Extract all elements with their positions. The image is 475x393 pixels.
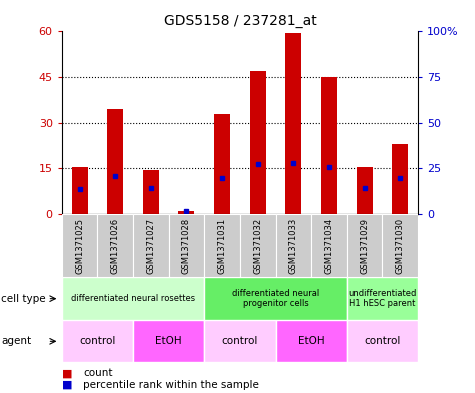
Bar bbox=[143, 170, 159, 214]
Text: GSM1371033: GSM1371033 bbox=[289, 217, 298, 274]
Bar bbox=[311, 214, 347, 277]
Text: GSM1371030: GSM1371030 bbox=[396, 218, 405, 274]
Bar bbox=[276, 320, 347, 362]
Bar bbox=[107, 109, 123, 214]
Text: ■: ■ bbox=[62, 380, 72, 390]
Text: control: control bbox=[364, 336, 400, 346]
Text: GSM1371025: GSM1371025 bbox=[75, 218, 84, 274]
Text: control: control bbox=[79, 336, 115, 346]
Bar bbox=[392, 144, 408, 214]
Bar bbox=[97, 214, 133, 277]
Bar bbox=[347, 320, 418, 362]
Text: control: control bbox=[222, 336, 258, 346]
Text: cell type: cell type bbox=[1, 294, 46, 304]
Bar bbox=[214, 114, 230, 214]
Bar bbox=[169, 214, 204, 277]
Bar bbox=[204, 214, 240, 277]
Bar bbox=[62, 320, 133, 362]
Bar bbox=[250, 71, 266, 214]
Bar bbox=[285, 33, 301, 214]
Bar bbox=[347, 277, 418, 320]
Text: agent: agent bbox=[1, 336, 31, 346]
Bar bbox=[347, 214, 382, 277]
Text: EtOH: EtOH bbox=[298, 336, 324, 346]
Text: GSM1371029: GSM1371029 bbox=[360, 218, 369, 274]
Title: GDS5158 / 237281_at: GDS5158 / 237281_at bbox=[163, 14, 316, 28]
Bar bbox=[62, 214, 97, 277]
Bar bbox=[321, 77, 337, 214]
Bar bbox=[204, 320, 276, 362]
Text: undifferentiated
H1 hESC parent: undifferentiated H1 hESC parent bbox=[348, 289, 417, 309]
Text: GSM1371027: GSM1371027 bbox=[146, 218, 155, 274]
Text: differentiated neural
progenitor cells: differentiated neural progenitor cells bbox=[232, 289, 319, 309]
Bar bbox=[133, 320, 204, 362]
Text: count: count bbox=[83, 368, 113, 378]
Text: differentiated neural rosettes: differentiated neural rosettes bbox=[71, 294, 195, 303]
Bar bbox=[179, 211, 194, 214]
Text: GSM1371031: GSM1371031 bbox=[218, 218, 227, 274]
Bar bbox=[62, 277, 204, 320]
Bar bbox=[133, 214, 169, 277]
Bar bbox=[204, 277, 347, 320]
Text: GSM1371028: GSM1371028 bbox=[182, 218, 191, 274]
Text: GSM1371032: GSM1371032 bbox=[253, 218, 262, 274]
Text: EtOH: EtOH bbox=[155, 336, 182, 346]
Bar bbox=[72, 167, 87, 214]
Bar bbox=[276, 214, 311, 277]
Text: percentile rank within the sample: percentile rank within the sample bbox=[83, 380, 259, 390]
Bar bbox=[357, 167, 372, 214]
Text: ■: ■ bbox=[62, 368, 72, 378]
Bar bbox=[240, 214, 276, 277]
Text: GSM1371034: GSM1371034 bbox=[324, 218, 333, 274]
Bar bbox=[382, 214, 418, 277]
Text: GSM1371026: GSM1371026 bbox=[111, 218, 120, 274]
